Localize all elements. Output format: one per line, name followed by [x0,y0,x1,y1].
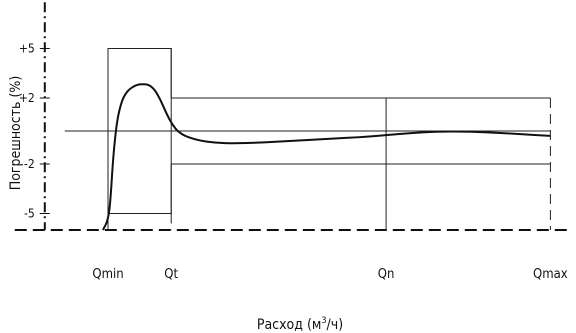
x-axis-title-main: Расход (м [257,317,322,333]
y-tick-label: -2 [24,157,35,171]
y-tick-label: +5 [19,42,35,56]
x-axis-title-sup: 3 [321,316,326,326]
curve-layer [102,83,551,231]
axes [14,2,570,231]
y-axis-title: Погрешность (%) [8,76,24,191]
x-tick-label: Qmin [92,267,123,282]
x-tick-label: Qmax [533,267,568,282]
lower-limit [108,163,551,214]
error-limits [107,48,551,230]
y-tick-labels: +5 +2 -2 -5 [19,42,35,221]
x-tick-label: Qn [378,267,395,282]
y-tick-label: +2 [19,91,35,105]
x-axis-title-tail: /ч) [327,317,344,333]
x-tick-labels: Qmin Qt Qn Qmax [92,267,567,282]
y-tick-label: -5 [24,207,35,221]
x-axis-title: Расход (м3/ч) [257,316,343,333]
error-curve-line [102,83,551,231]
x-tick-label: Qt [164,267,178,282]
